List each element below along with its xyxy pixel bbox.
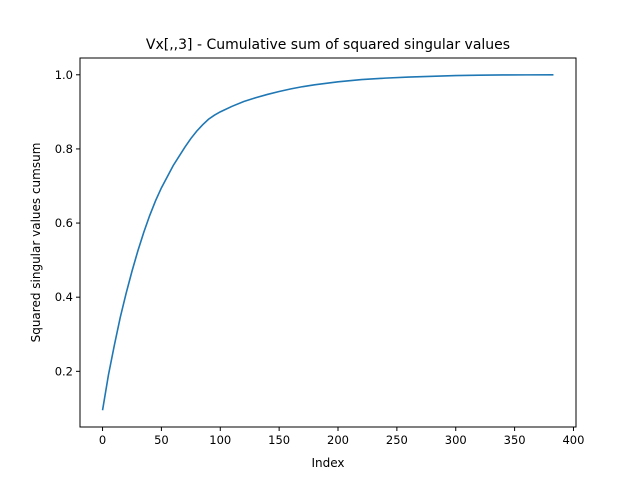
chart-title: Vx[,,3] - Cumulative sum of squared sing… xyxy=(146,37,510,53)
x-tick-label: 350 xyxy=(504,433,526,447)
series-line-0 xyxy=(101,73,554,411)
x-tick-label: 0 xyxy=(99,433,106,447)
plot-frame xyxy=(79,57,577,428)
x-tick-label: 100 xyxy=(209,433,231,447)
x-tick-label: 300 xyxy=(445,433,467,447)
x-axis-label: Index xyxy=(311,456,344,470)
x-tick-label: 50 xyxy=(154,433,169,447)
plot-area xyxy=(101,73,554,411)
y-tick-label: 1.0 xyxy=(55,68,73,82)
y-tick-label: 0.4 xyxy=(55,290,73,304)
y-tick-label: 0.8 xyxy=(55,142,73,156)
x-tick-label: 400 xyxy=(562,433,584,447)
x-tick-label: 250 xyxy=(386,433,408,447)
y-tick-label: 0.6 xyxy=(55,216,73,230)
y-tick-label: 0.2 xyxy=(55,364,73,378)
x-axis: 0 50 100 150 200 250 300 350 400 xyxy=(99,427,584,447)
y-axis: 0.2 0.4 0.6 0.8 1.0 xyxy=(55,68,80,378)
x-tick-label: 200 xyxy=(327,433,349,447)
x-tick-label: 150 xyxy=(268,433,290,447)
y-axis-label: Squared singular values cumsum xyxy=(29,143,43,343)
